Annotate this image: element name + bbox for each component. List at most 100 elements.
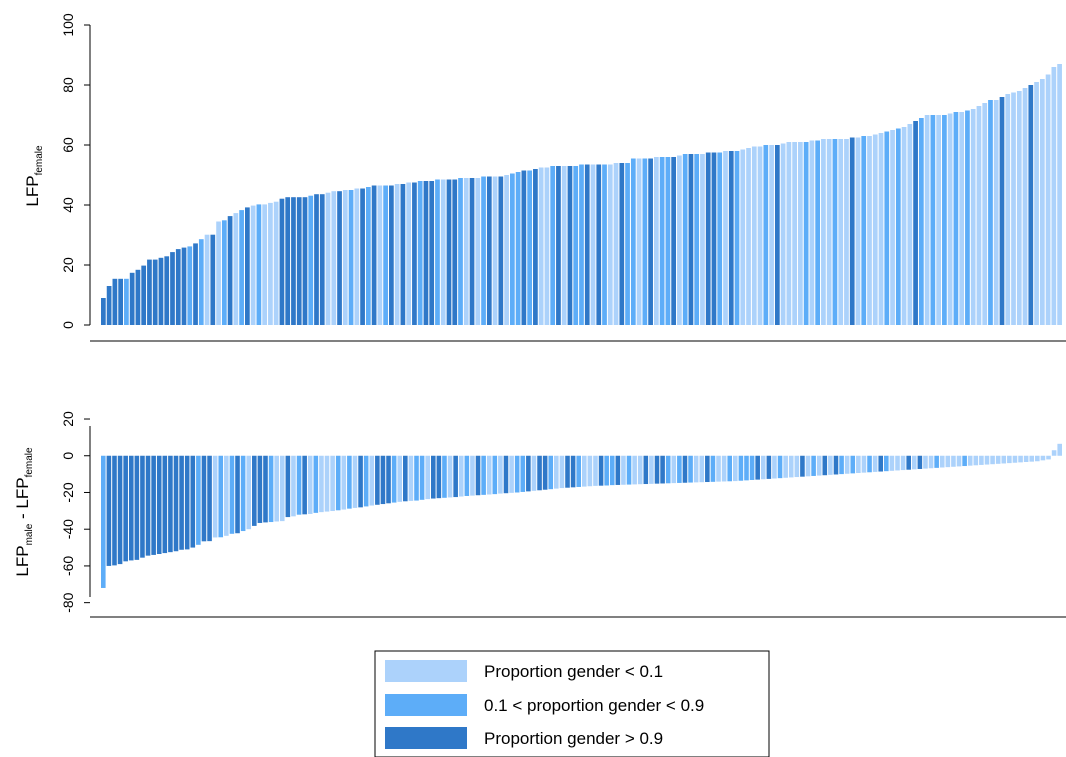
bottom-bar	[257, 455, 263, 523]
bottom-bar	[1040, 455, 1046, 461]
bottom-bar	[408, 455, 414, 501]
bottom-bar	[117, 455, 123, 565]
bottom-bar	[414, 455, 419, 501]
bottom-bar	[884, 455, 889, 472]
bottom-y-tick-label: -20	[60, 482, 76, 502]
top-bar	[659, 157, 665, 325]
top-bar	[832, 139, 838, 325]
top-bar	[602, 164, 607, 325]
top-bar	[890, 130, 895, 325]
bottom-bar	[212, 455, 218, 538]
top-bar	[1011, 92, 1016, 325]
top-bar	[435, 179, 440, 325]
top-bar	[118, 278, 123, 325]
top-bar	[803, 142, 809, 325]
bottom-bar	[352, 455, 358, 508]
bottom-bar	[934, 455, 939, 468]
bottom-bar	[1023, 455, 1029, 462]
top-bar	[1045, 74, 1051, 325]
bottom-bar	[794, 455, 800, 478]
bottom-bar	[151, 455, 156, 555]
bottom-bar	[900, 455, 906, 471]
bottom-bar	[179, 455, 184, 550]
bottom-bar	[134, 455, 140, 560]
top-bar	[936, 115, 941, 325]
bottom-bar	[805, 455, 811, 477]
bottom-bar	[744, 455, 749, 481]
top-bar	[1028, 85, 1034, 325]
top-bar	[348, 190, 354, 325]
bottom-bar	[190, 455, 196, 548]
top-bar	[763, 145, 769, 325]
top-bar	[665, 157, 671, 325]
top-bar	[976, 106, 982, 325]
top-bar	[821, 139, 826, 325]
bottom-bar	[559, 455, 565, 489]
bottom-bar	[677, 455, 682, 483]
bottom-y-label-main2: LFP	[13, 477, 32, 508]
bottom-bar	[319, 455, 324, 513]
bottom-bar	[716, 455, 721, 482]
bottom-bar	[850, 455, 856, 474]
bottom-bar	[168, 455, 173, 553]
top-bar	[636, 158, 642, 325]
bottom-bar	[710, 455, 716, 482]
bottom-bar	[911, 455, 917, 470]
bottom-bar	[442, 455, 447, 498]
top-bar	[671, 157, 677, 325]
top-bar	[786, 142, 792, 325]
top-bar	[728, 151, 734, 325]
top-bar	[982, 103, 988, 325]
top-bar	[521, 170, 527, 325]
bottom-bar	[962, 455, 967, 467]
top-bar	[181, 247, 187, 325]
legend-swatch-low	[385, 660, 467, 682]
bottom-bar	[313, 455, 319, 513]
top-bar	[481, 176, 486, 325]
bottom-bar	[537, 455, 542, 491]
bottom-bar	[470, 455, 475, 496]
top-bar	[469, 178, 475, 325]
top-bar	[746, 148, 751, 325]
bottom-bar	[252, 455, 257, 526]
legend: Proportion gender < 0.1 0.1 < proportion…	[374, 650, 770, 757]
top-bar	[792, 142, 797, 325]
bottom-bar	[979, 455, 984, 465]
bottom-bar	[906, 455, 911, 470]
bottom-bar	[777, 455, 783, 479]
top-bar	[486, 176, 492, 325]
top-bar	[308, 195, 314, 325]
bottom-bar	[660, 455, 665, 484]
top-bar	[210, 234, 216, 325]
top-bar	[400, 184, 406, 325]
top-bar	[993, 100, 999, 325]
bottom-bar	[654, 455, 660, 484]
bottom-bar	[682, 455, 688, 483]
bottom-bar	[593, 455, 598, 486]
bottom-bar	[587, 455, 593, 487]
top-y-tick-label: 20	[60, 257, 76, 273]
top-bar	[383, 185, 388, 325]
gender-gap-bars	[101, 443, 1062, 588]
bottom-bar	[800, 455, 805, 477]
bottom-bar	[229, 455, 235, 534]
bottom-bar	[643, 455, 649, 485]
bottom-bar	[307, 455, 313, 514]
bottom-bar	[335, 455, 341, 511]
bottom-y-label-main1: LFP	[13, 545, 32, 576]
top-bar	[1039, 79, 1045, 325]
top-bar	[538, 167, 544, 325]
top-y-tick-label: 40	[60, 197, 76, 213]
bottom-bar	[637, 455, 643, 485]
top-y-axis: 0 20 40 60 80 100	[60, 13, 91, 329]
top-bar	[895, 128, 901, 325]
top-bar	[112, 278, 118, 325]
bottom-bar	[856, 455, 861, 474]
bottom-bar	[112, 455, 117, 566]
bottom-bar	[721, 455, 727, 482]
bottom-bar	[224, 455, 229, 536]
top-bar	[682, 154, 688, 325]
top-bar	[141, 265, 147, 325]
bottom-bar	[498, 455, 503, 494]
bottom-bar	[878, 455, 884, 472]
